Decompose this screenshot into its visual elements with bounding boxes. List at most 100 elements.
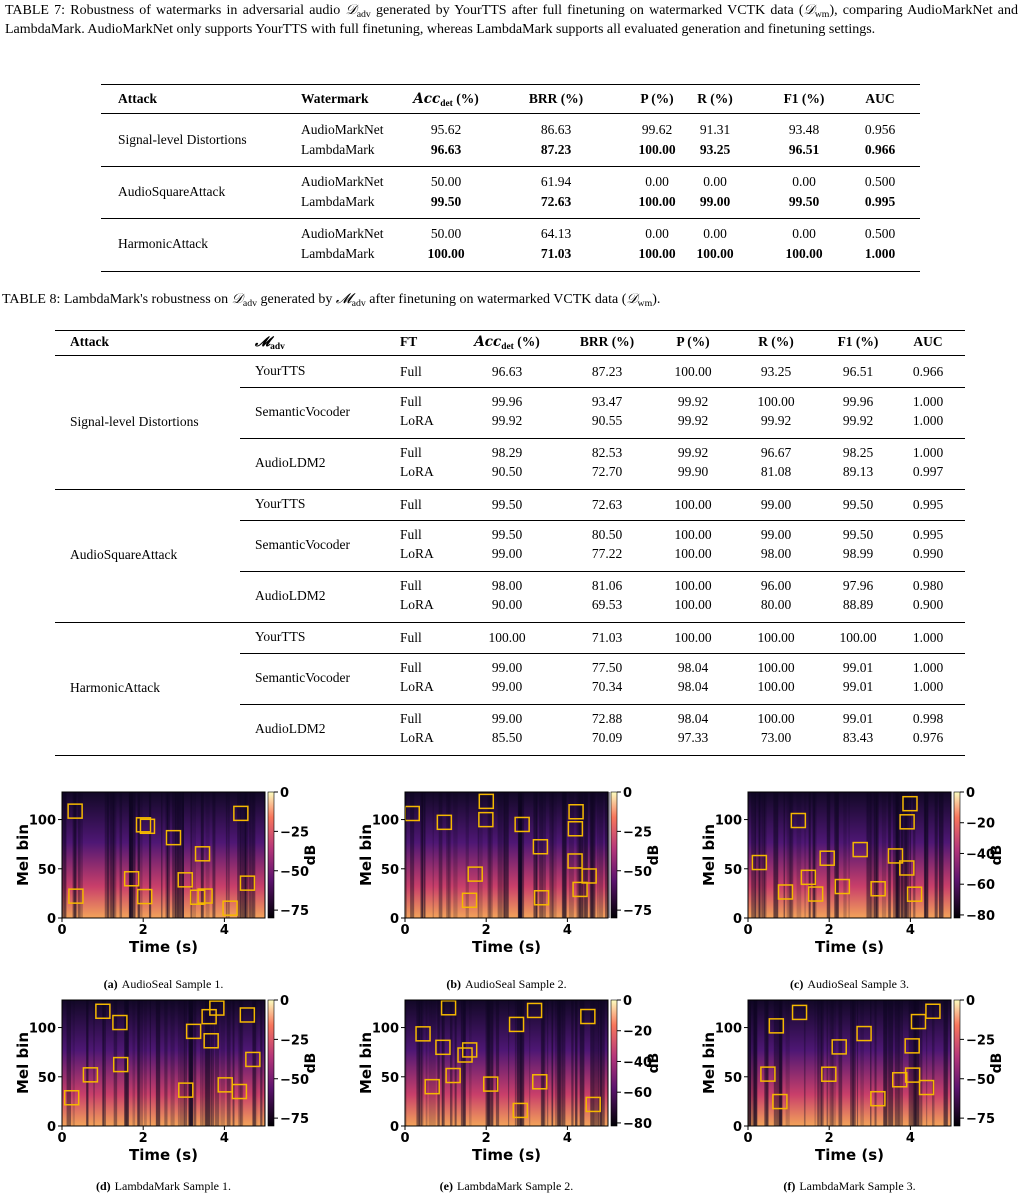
- caption-text: AudioSeal Sample 3.: [807, 977, 909, 991]
- cell: 0.956: [864, 122, 896, 137]
- colorbar-tick-label: 0: [280, 994, 289, 1009]
- spectrogram-texture: [593, 1000, 599, 1126]
- colorbar-tick-label: −50: [280, 1073, 309, 1088]
- math: 𝓜: [335, 291, 352, 307]
- x-tick-label: 2: [482, 923, 491, 938]
- spectrogram-texture: [199, 1000, 204, 1126]
- spectrogram-texture: [72, 792, 77, 918]
- spectrogram-texture: [421, 1000, 424, 1126]
- text: TABLE 8: LambdaMark's robustness on: [2, 292, 232, 307]
- table-rule: [240, 438, 965, 439]
- x-axis-label: Time (s): [129, 938, 198, 956]
- watermark-box: [112, 1014, 128, 1031]
- spectrogram-texture: [779, 1000, 783, 1126]
- spectrogram-texture: [410, 792, 415, 918]
- spectrogram-texture: [487, 792, 491, 918]
- colorbar-tick-label: −50: [623, 865, 652, 880]
- spectrogram-texture: [420, 792, 423, 918]
- watermark-box: [178, 1082, 194, 1098]
- spectrogram-texture: [166, 792, 170, 918]
- spectrogram-texture: [490, 1000, 494, 1126]
- cell: 99.96: [842, 394, 874, 409]
- cell: 100.00: [674, 497, 712, 512]
- spectrogram-texture: [465, 792, 469, 918]
- cell: 85.50: [491, 730, 523, 745]
- spectrogram-texture: [913, 1000, 918, 1126]
- spectrogram-texture: [777, 1000, 781, 1126]
- watermark-box: [512, 1102, 529, 1119]
- spectrogram-texture: [179, 1000, 185, 1126]
- cell: 64.13: [540, 226, 572, 241]
- spectrogram-texture: [86, 1000, 89, 1126]
- cell: 0.995: [912, 497, 944, 512]
- spectrogram-texture: [909, 792, 911, 918]
- caption-text: AudioSeal Sample 1.: [122, 977, 224, 991]
- spectrogram-texture: [831, 1000, 836, 1126]
- spectrogram-texture: [520, 1000, 524, 1126]
- watermark-box: [819, 850, 835, 866]
- spectrogram-texture: [589, 792, 594, 918]
- cell: 70.09: [591, 730, 623, 745]
- spectrogram-texture: [598, 792, 604, 918]
- watermark-box: [760, 1066, 776, 1082]
- spectrogram-texture: [260, 1000, 263, 1126]
- spectrogram-texture: [422, 792, 424, 918]
- spectrogram-texture: [584, 792, 589, 918]
- spectrogram-texture: [521, 1000, 525, 1126]
- spectrogram-texture: [850, 1000, 854, 1126]
- watermark-box: [457, 1047, 473, 1063]
- cell: 99.00: [491, 546, 523, 561]
- cell: 0.997: [912, 464, 944, 479]
- spectrogram-texture: [416, 1000, 420, 1126]
- cell: Full: [400, 660, 422, 675]
- text: (%): [452, 91, 479, 106]
- spectrogram-texture: [540, 1000, 545, 1126]
- spectrogram-texture: [943, 1000, 948, 1126]
- cell: 0.00: [792, 226, 816, 241]
- cell: 72.63: [540, 194, 572, 209]
- cell: 99.92: [760, 413, 792, 428]
- colorbar: [267, 999, 275, 1127]
- cell: 50.00: [430, 226, 462, 241]
- watermark-box: [461, 892, 478, 909]
- cell: 0.500: [864, 226, 896, 241]
- spectrogram-texture: [517, 792, 521, 918]
- spectrogram-texture: [596, 792, 599, 918]
- spectrogram-texture: [551, 1000, 554, 1126]
- spectrogram-texture: [773, 1000, 779, 1126]
- watermark-box: [201, 1008, 217, 1025]
- spectrogram-texture: [124, 1000, 129, 1126]
- colorbar-tick-label: −20: [966, 817, 995, 832]
- cell: 0.980: [912, 578, 944, 593]
- spectrogram-texture: [856, 1000, 859, 1126]
- watermark-box: [856, 1025, 872, 1042]
- cell: 99.90: [677, 464, 709, 479]
- cell: LoRA: [400, 464, 434, 479]
- colorbar-label: dB: [303, 845, 319, 866]
- spectrogram-texture: [895, 792, 901, 918]
- column-header: AUC: [865, 91, 895, 106]
- spectrogram-texture: [814, 1000, 817, 1126]
- spectrogram-texture: [463, 1000, 466, 1126]
- colorbar-tick-label: 0: [280, 786, 289, 801]
- cell: 96.51: [842, 364, 874, 379]
- spectrogram-texture: [804, 792, 807, 918]
- watermark-box: [925, 1003, 941, 1019]
- spectrogram-texture: [848, 792, 850, 918]
- spectrogram-texture: [555, 1000, 560, 1126]
- watermark-box: [482, 1076, 499, 1092]
- cell: 99.50: [842, 497, 874, 512]
- spectrogram-texture: [870, 792, 875, 918]
- spectrogram-texture: [175, 792, 180, 918]
- y-tick-label: 100: [29, 1022, 56, 1037]
- cell: 100.00: [488, 630, 526, 645]
- plot-frame: [61, 791, 266, 919]
- row-header: AudioLDM2: [255, 454, 326, 470]
- watermark-box: [177, 872, 193, 888]
- watermark-box: [478, 793, 495, 810]
- cell: 99.50: [842, 527, 874, 542]
- watermark-box: [222, 900, 238, 916]
- cell: Full: [400, 711, 422, 726]
- table-rule: [240, 653, 965, 654]
- spectrogram-texture: [155, 1000, 161, 1126]
